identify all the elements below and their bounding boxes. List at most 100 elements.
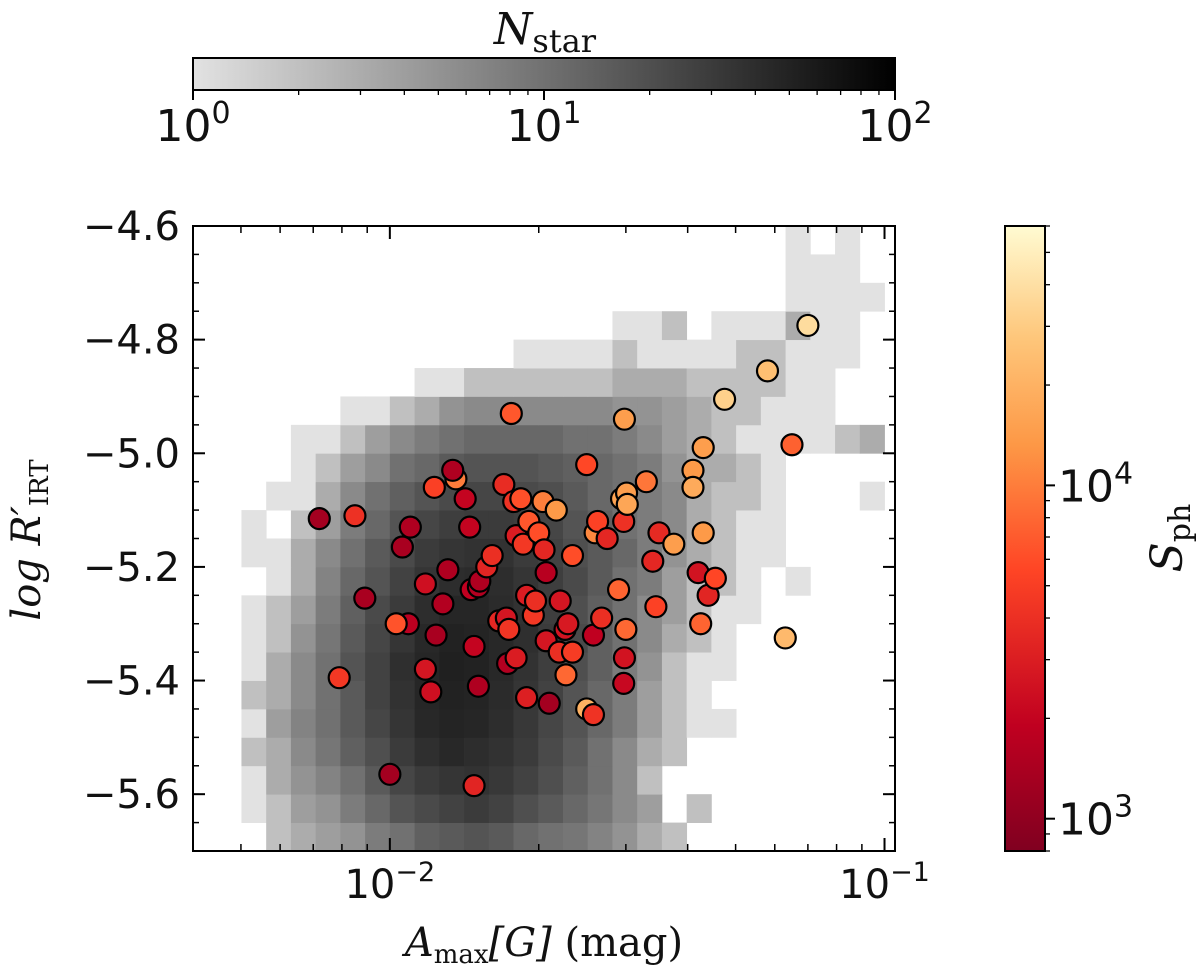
hist-bin: [612, 311, 638, 341]
hist-bin: [711, 424, 737, 454]
hist-bin: [736, 510, 762, 539]
hist-bin: [266, 481, 292, 511]
hist-bin: [562, 566, 589, 596]
hist-bin: [736, 538, 762, 568]
histogram-2d: [241, 226, 885, 851]
hist-bin: [760, 453, 786, 483]
hist-bin: [785, 396, 811, 426]
hist-bin: [365, 510, 391, 539]
hist-bin: [439, 368, 465, 397]
scatter-point: [612, 646, 637, 670]
hist-bin: [439, 708, 465, 738]
hist-bin: [612, 822, 638, 851]
scatter-point: [537, 691, 561, 715]
hist-bin: [513, 765, 539, 795]
hist-bin: [290, 453, 317, 483]
hist-bin: [711, 481, 737, 511]
scatter-point: [634, 470, 658, 494]
hist-bin: [290, 566, 317, 596]
hist-bin: [439, 680, 465, 710]
hist-bin: [365, 708, 391, 738]
scatter-point: [548, 589, 572, 613]
hist-bin: [315, 708, 341, 738]
scatter-point: [462, 634, 486, 659]
scatter-point: [466, 674, 490, 698]
hist-bin: [587, 481, 613, 511]
hist-bin: [414, 794, 440, 823]
hist-bin: [389, 737, 415, 767]
y-tick-label: −4.8: [83, 318, 180, 364]
hist-bin: [266, 538, 292, 568]
hist-bin: [661, 368, 688, 397]
scatter-point: [590, 606, 614, 630]
hist-bin: [315, 794, 341, 823]
hist-bin: [365, 538, 391, 568]
hist-bin: [389, 708, 415, 738]
scatter-point: [413, 657, 438, 681]
hist-bin: [439, 737, 465, 767]
hist-bin: [266, 566, 292, 596]
hist-bin: [711, 339, 737, 369]
hist-bin: [760, 538, 786, 568]
hist-bin: [661, 652, 688, 681]
nstar-tick-label: 100: [155, 96, 230, 152]
scatter-point: [755, 359, 780, 383]
hist-bin: [513, 708, 539, 738]
hist-bin: [785, 368, 811, 397]
hist-bin: [266, 623, 292, 653]
hist-bin: [315, 424, 341, 454]
hist-bin: [513, 339, 539, 369]
hist-bin: [340, 538, 366, 568]
hist-bin: [340, 623, 366, 653]
hist-bin: [637, 794, 663, 823]
y-tick-label: −5.4: [83, 659, 180, 705]
hist-bin: [290, 481, 317, 511]
hist-bin: [760, 396, 786, 426]
hist-bin: [661, 566, 688, 596]
x-axis-label: Amax[G] (mag): [401, 920, 683, 970]
hist-bin: [241, 794, 267, 823]
hist-bin: [365, 424, 391, 454]
hist-bin: [414, 765, 440, 795]
scatter-point: [585, 509, 610, 534]
scatter-point: [378, 762, 402, 786]
hist-bin: [290, 822, 317, 851]
scatter-point: [689, 612, 713, 636]
scatter-point: [612, 671, 636, 695]
hist-bin: [686, 396, 712, 426]
hist-bin: [315, 538, 341, 568]
hist-bin: [835, 282, 861, 312]
scatter-point: [492, 472, 516, 497]
hist-bin: [414, 737, 440, 767]
scatter-point: [532, 538, 556, 562]
hist-bin: [241, 538, 267, 568]
scatter-point: [327, 666, 351, 690]
hist-bin: [414, 396, 440, 426]
scatter-point: [431, 592, 455, 616]
hist-bin: [562, 737, 589, 767]
hist-bin: [414, 538, 440, 568]
hist-bin: [736, 311, 762, 341]
hist-bin: [290, 424, 317, 454]
hist-bin: [711, 510, 737, 539]
scatter-point: [703, 566, 727, 590]
y-tick-label: −5.2: [83, 545, 180, 591]
scatter-point: [691, 521, 715, 545]
hist-bin: [488, 368, 514, 397]
hist-bin: [290, 652, 317, 681]
nstar-tick-label: 101: [506, 96, 581, 152]
hist-bin: [340, 794, 366, 823]
scatter-point: [462, 774, 486, 798]
hist-bin: [736, 453, 762, 483]
scatter-point: [581, 703, 606, 727]
scatter-point: [511, 532, 535, 556]
scatter-point: [691, 435, 715, 460]
hist-bin: [389, 652, 415, 681]
hist-bin: [810, 282, 836, 312]
hist-bin: [587, 822, 613, 851]
hist-bin: [736, 339, 762, 369]
scatter-point: [422, 475, 446, 499]
nstar-colorbar-gradient: [192, 57, 896, 91]
hist-bin: [587, 396, 613, 426]
hist-bin: [439, 396, 465, 426]
